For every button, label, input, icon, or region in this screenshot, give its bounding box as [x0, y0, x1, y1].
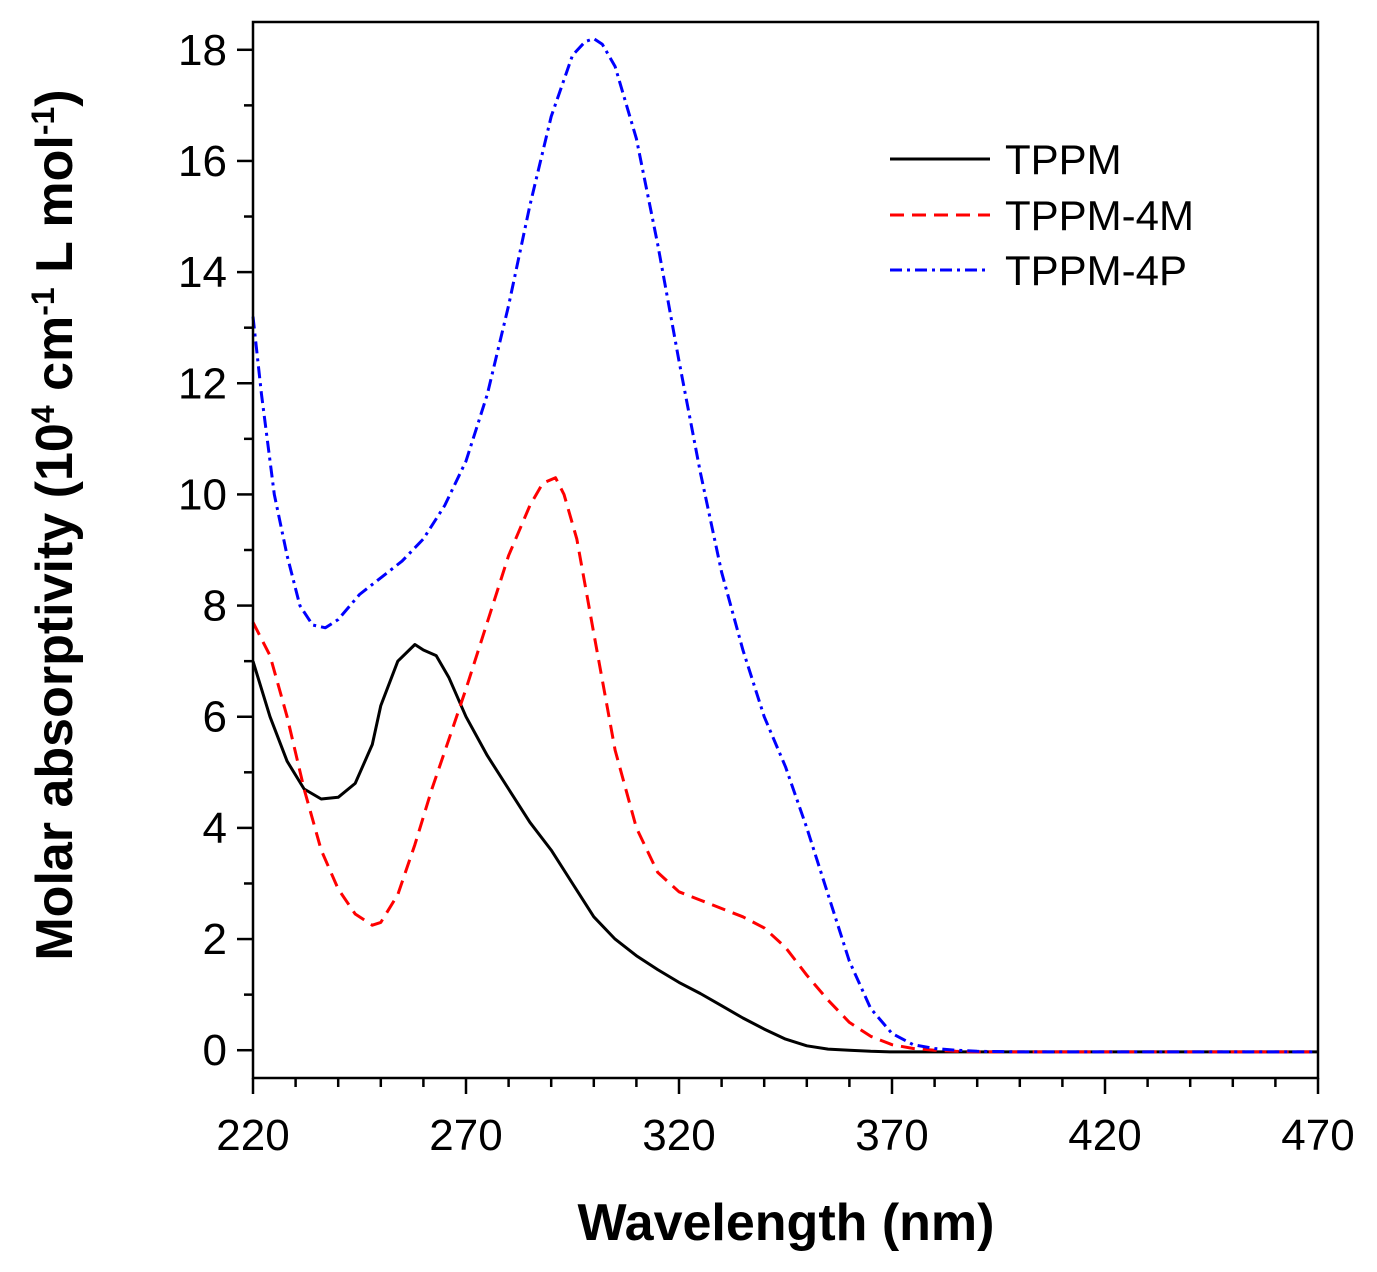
y-axis-title-part: cm — [26, 316, 84, 406]
x-tick-label: 370 — [855, 1111, 928, 1160]
plot-frame — [251, 20, 1320, 1080]
axis-tick-labels: 220 270 320 370 420 470 0 2 4 6 8 10 12 14 16 18 — [178, 26, 1355, 1160]
legend-entry-tppm-4p: TPPM-4P — [890, 247, 1187, 294]
y-axis-title-superscript: -1 — [25, 107, 61, 135]
y-axis-title-part: L mol — [26, 135, 84, 287]
legend: TPPM TPPM-4M TPPM-4P — [890, 136, 1194, 294]
y-tick-label: 4 — [203, 804, 227, 853]
y-tick-label: 0 — [203, 1026, 227, 1075]
y-axis-title-part: Molar absorptivity (10 — [26, 423, 84, 960]
legend-entry-tppm: TPPM — [890, 136, 1122, 183]
y-tick-label: 14 — [178, 248, 227, 297]
y-tick-label: 16 — [178, 137, 227, 186]
y-tick-label: 6 — [203, 693, 227, 742]
legend-label-tppm-4p: TPPM-4P — [1005, 247, 1187, 294]
axis-ticks — [237, 48, 1320, 1094]
y-tick-label: 10 — [178, 470, 227, 519]
y-tick-label: 8 — [203, 582, 227, 631]
x-axis-title: Wavelength (nm) — [578, 1194, 995, 1252]
y-axis-title-part: ) — [26, 89, 84, 106]
legend-entry-tppm-4m: TPPM-4M — [890, 192, 1194, 239]
y-tick-label: 2 — [203, 915, 227, 964]
x-tick-label: 470 — [1281, 1111, 1354, 1160]
series-line-tppm — [251, 643, 1318, 1054]
y-axis-title-superscript: 4 — [25, 405, 61, 423]
legend-label-tppm: TPPM — [1005, 136, 1122, 183]
legend-label-tppm-4m: TPPM-4M — [1005, 192, 1194, 239]
y-tick-label: 12 — [178, 359, 227, 408]
x-tick-label: 270 — [429, 1111, 502, 1160]
y-tick-label: 18 — [178, 26, 227, 75]
series-line-tppm-4m — [251, 476, 1318, 1054]
series-line-tppm-4p — [251, 37, 1318, 1054]
x-tick-label: 320 — [642, 1111, 715, 1160]
plot-series — [251, 37, 1318, 1054]
y-axis-title-superscript: -1 — [25, 287, 61, 315]
x-tick-label: 420 — [1068, 1111, 1141, 1160]
y-axis-title: Molar absorptivity (104 cm-1 L mol-1) — [25, 89, 84, 960]
x-tick-label: 220 — [216, 1111, 289, 1160]
